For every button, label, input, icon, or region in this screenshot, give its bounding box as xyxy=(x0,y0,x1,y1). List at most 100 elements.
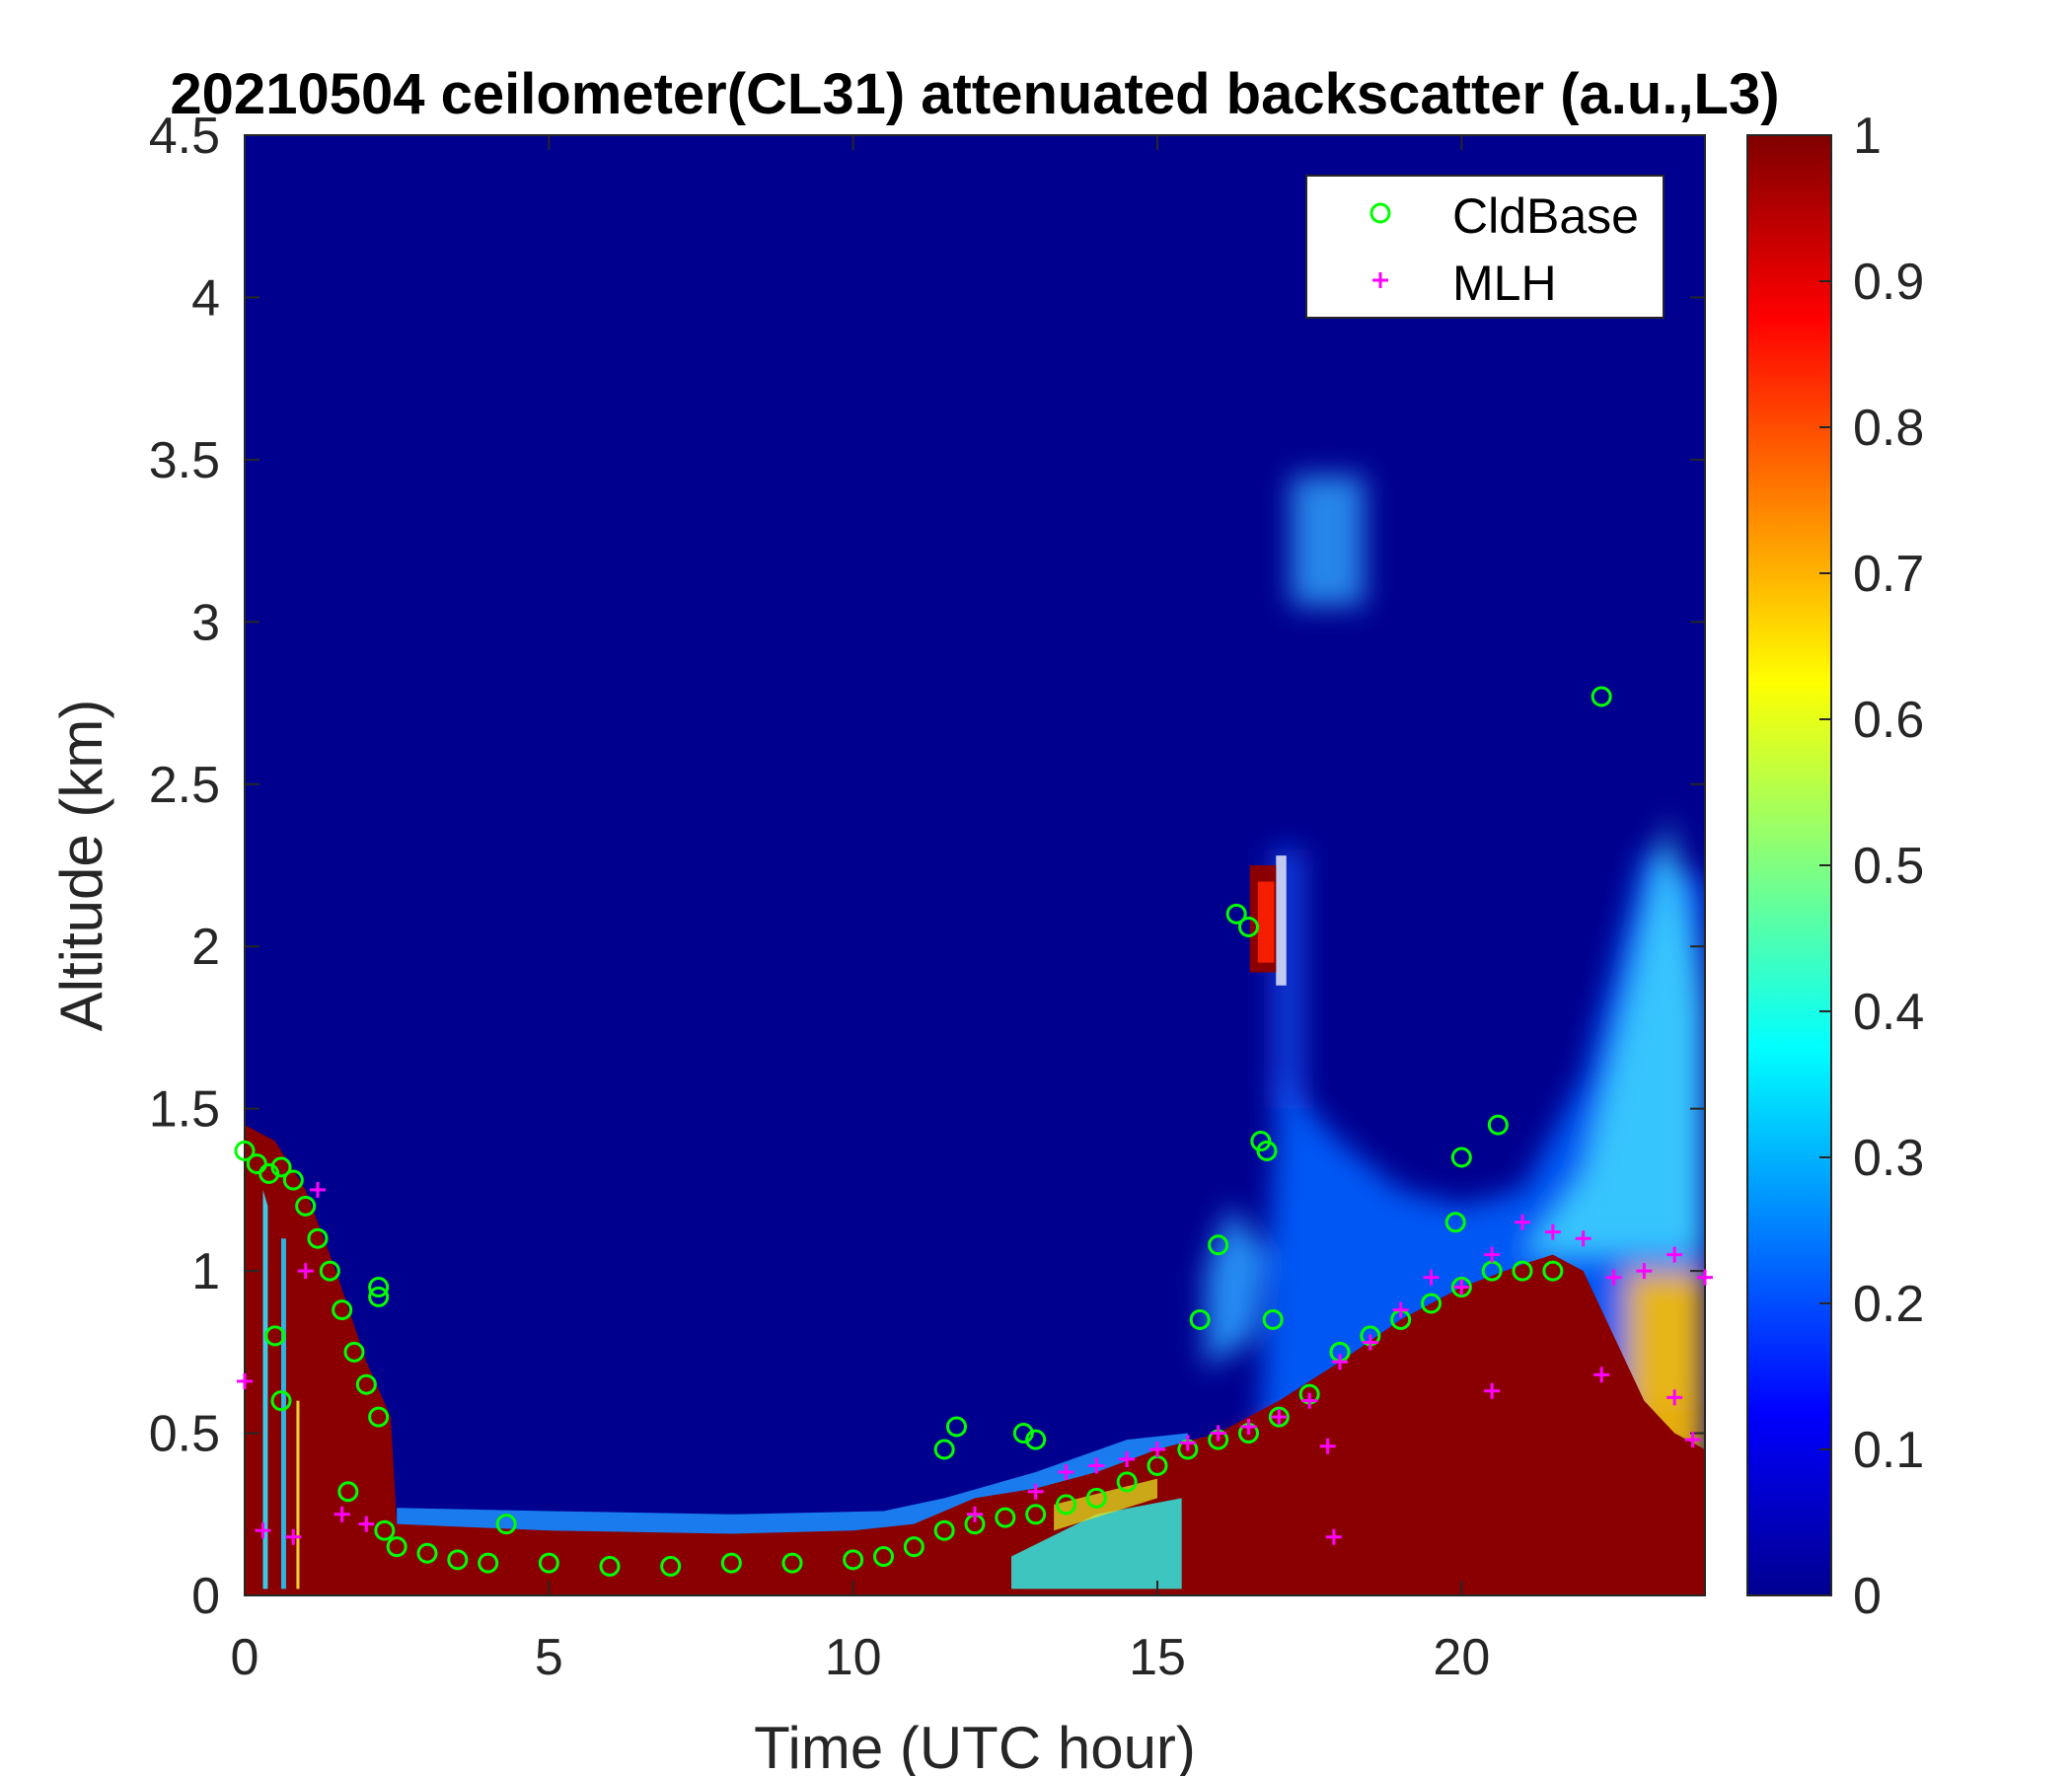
colorbar-tick-label: 0.1 xyxy=(1853,1422,1924,1479)
mlh-point xyxy=(1149,1442,1165,1457)
cldbase-point xyxy=(234,1140,256,1161)
mlh-point xyxy=(333,1506,350,1522)
mlh-point xyxy=(1325,1528,1342,1545)
chart-title: 20210504 ceilometer(CL31) attenuated bac… xyxy=(170,62,1779,126)
mlh-point xyxy=(1423,1269,1440,1286)
y-tick-label: 2.5 xyxy=(149,757,220,814)
mlh-point xyxy=(1593,1367,1610,1383)
mlh-point xyxy=(1301,1392,1318,1409)
legend-box xyxy=(1305,175,1665,319)
cldbase-point xyxy=(319,1260,340,1282)
mlh-point xyxy=(1058,1464,1074,1481)
colorbar-tick-label: 1 xyxy=(1853,108,1882,165)
axes: 0 5 10 15 20 0 0.5 1 1.5 2 2.5 3 3.5 4 4.5 xyxy=(149,108,1705,1686)
cldbase-point xyxy=(447,1549,469,1571)
x-tick-label: 10 xyxy=(825,1629,882,1686)
colorbar-tick-label: 0.8 xyxy=(1853,400,1924,457)
cldbase-point xyxy=(368,1277,390,1298)
mlh-point xyxy=(1484,1382,1501,1399)
mlh-point xyxy=(1684,1432,1701,1448)
cldbase-point xyxy=(1056,1494,1076,1516)
cldbase-point xyxy=(374,1519,396,1541)
colorbar-gradient xyxy=(1746,134,1832,1596)
cldbase-point xyxy=(538,1552,559,1574)
cldbase-point xyxy=(933,1439,955,1460)
x-tick-label: 15 xyxy=(1129,1629,1186,1686)
mlh-point xyxy=(1666,1389,1683,1406)
cldbase-point xyxy=(368,1406,390,1428)
cldbase-point xyxy=(337,1481,359,1503)
cldbase-point xyxy=(386,1536,407,1558)
mlh-point xyxy=(1179,1435,1196,1451)
cldbase-point xyxy=(995,1507,1016,1528)
cldbase-point xyxy=(1012,1423,1034,1444)
mlh-point xyxy=(297,1263,314,1280)
cldbase-point xyxy=(295,1195,317,1217)
heat-region xyxy=(262,1189,268,1590)
colorbar-ticks: 0 0.1 0.2 0.3 0.4 0.5 0.6 0.7 0.8 0.9 1 xyxy=(1819,108,1924,1625)
cldbase-point xyxy=(355,1373,377,1395)
series-markers xyxy=(234,686,1713,1577)
cldbase-point xyxy=(781,1552,803,1574)
cldbase-point xyxy=(1262,1308,1284,1330)
cldbase-point xyxy=(343,1341,365,1363)
x-tick-label: 20 xyxy=(1433,1629,1490,1686)
y-tick-label: 4 xyxy=(191,269,220,327)
y-tick-label: 0.5 xyxy=(149,1406,220,1463)
colorbar-tick-label: 0 xyxy=(1853,1568,1882,1625)
plot-area xyxy=(245,135,1705,1595)
mlh-point xyxy=(1271,1409,1288,1426)
mlh-point xyxy=(1575,1230,1591,1247)
cldbase-point xyxy=(946,1416,967,1438)
mlh-point xyxy=(1666,1246,1683,1263)
cldbase-point xyxy=(282,1169,304,1191)
cldbase-point xyxy=(270,1156,292,1178)
mlh-point xyxy=(310,1181,326,1198)
mlh-point xyxy=(255,1522,271,1539)
mlh-point xyxy=(1362,1334,1378,1351)
cldbase-point xyxy=(1421,1293,1442,1314)
mlh-point xyxy=(1544,1223,1561,1240)
mlh-point xyxy=(1605,1269,1622,1286)
cldbase-point xyxy=(933,1519,955,1541)
mlh-point xyxy=(1453,1279,1470,1295)
legend-mlh-label: MLH xyxy=(1452,256,1557,311)
y-axis-label: Altitude (km) xyxy=(48,700,114,1032)
cldbase-point xyxy=(1085,1487,1107,1509)
legend-cldbase-marker xyxy=(1369,202,1391,224)
colorbar-tick-label: 0.9 xyxy=(1853,254,1924,311)
heat-region xyxy=(1257,881,1275,963)
cldbase-point xyxy=(903,1536,925,1558)
cldbase-point xyxy=(1450,1147,1472,1168)
colorbar-tick-label: 0.7 xyxy=(1853,546,1924,603)
cldbase-point xyxy=(416,1542,438,1564)
y-tick-label: 1 xyxy=(191,1243,220,1300)
heat-region xyxy=(1522,816,1705,1255)
mlh-point xyxy=(358,1516,375,1532)
y-tick-label: 4.5 xyxy=(149,108,220,165)
mlh-point xyxy=(1027,1483,1044,1500)
mlh-point xyxy=(285,1528,302,1545)
cldbase-point xyxy=(1444,1212,1466,1233)
legend-mlh-marker xyxy=(1372,272,1388,288)
mlh-point xyxy=(967,1506,983,1522)
cldbase-point xyxy=(495,1514,517,1535)
cldbase-point xyxy=(843,1549,864,1571)
cldbase-point xyxy=(259,1162,280,1184)
x-tick-label: 0 xyxy=(231,1629,259,1686)
mlh-point xyxy=(1210,1425,1226,1442)
cldbase-point xyxy=(1116,1471,1138,1493)
heatmap-layer xyxy=(245,855,1705,1595)
y-tick-label: 2 xyxy=(191,919,220,976)
cldbase-point xyxy=(1268,1406,1290,1428)
backscatter-heatmap xyxy=(245,476,1705,1595)
colorbar-tick-label: 0.2 xyxy=(1853,1276,1924,1333)
mlh-point xyxy=(1119,1450,1136,1467)
mlh-point xyxy=(1515,1214,1530,1230)
cldbase-point xyxy=(660,1555,682,1577)
cldbase-point xyxy=(368,1286,390,1307)
cldbase-point xyxy=(599,1555,621,1577)
cldbase-point xyxy=(1542,1260,1564,1282)
cldbase-point xyxy=(1025,1504,1047,1525)
